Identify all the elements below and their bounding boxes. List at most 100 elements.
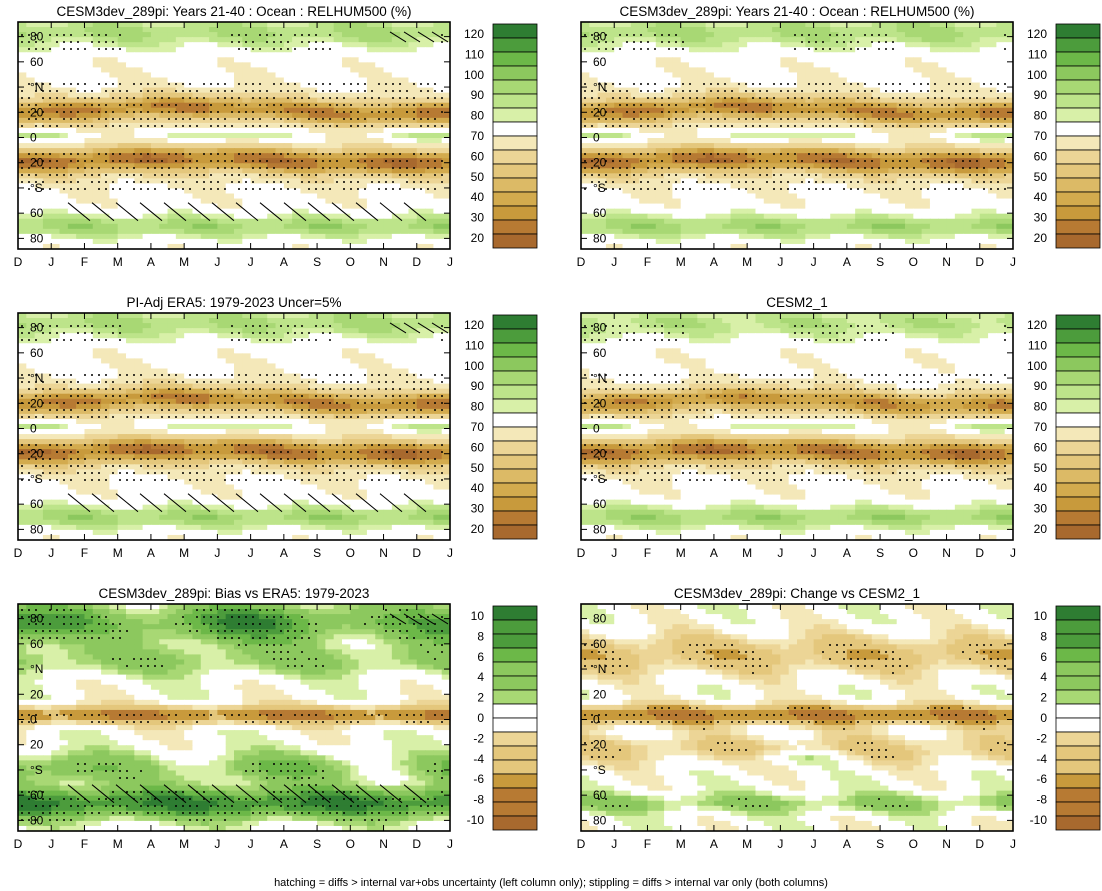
heatmap-cell (805, 72, 815, 79)
heatmap-cell (664, 158, 673, 164)
heatmap-cell (325, 243, 335, 250)
heatmap-cell (647, 178, 657, 185)
heatmap-cell (738, 77, 748, 84)
stipple-dot (329, 167, 331, 169)
heatmap-cell (126, 102, 135, 109)
heatmap-cell (59, 72, 69, 79)
stipple-dot (126, 160, 128, 162)
heatmap-cell (26, 97, 36, 104)
heatmap-cell (134, 52, 144, 58)
heatmap-cell (234, 148, 243, 154)
heatmap-cell (375, 183, 385, 190)
stipple-dot (77, 41, 79, 43)
heatmap-cell (747, 158, 757, 164)
heatmap-cell (225, 243, 235, 250)
heatmap-cell (92, 228, 102, 235)
heatmap-cell (350, 112, 360, 119)
heatmap-cell (267, 223, 277, 230)
heatmap-cell (134, 163, 144, 169)
heatmap-cell (192, 52, 202, 58)
y-tick-label: 0 (30, 131, 37, 145)
stipple-dot (147, 188, 149, 190)
heatmap-cell (929, 52, 939, 58)
heatmap-cell (250, 148, 260, 154)
heatmap-cell (275, 238, 285, 245)
heatmap-cell (639, 52, 649, 58)
heatmap-cell (639, 82, 649, 89)
heatmap-cell (929, 193, 939, 200)
heatmap-cell (383, 188, 393, 195)
heatmap-cell (589, 42, 599, 48)
heatmap-cell (18, 127, 27, 134)
heatmap-cell (84, 178, 94, 185)
heatmap-cell (325, 143, 335, 149)
heatmap-cell (913, 148, 923, 154)
heatmap-cell (18, 213, 27, 220)
heatmap-cell (838, 188, 848, 195)
heatmap-cell (738, 52, 748, 58)
heatmap-cell (42, 112, 52, 119)
heatmap-cell (126, 163, 135, 169)
heatmap-cell (589, 107, 599, 114)
stipple-dot (147, 118, 149, 120)
heatmap-cell (150, 163, 160, 169)
heatmap-cell (871, 168, 881, 174)
heatmap-cell (622, 127, 632, 134)
heatmap-cell (292, 208, 302, 215)
stipple-dot (266, 34, 268, 36)
heatmap-cell (92, 97, 102, 104)
heatmap-cell (167, 243, 177, 250)
heatmap-cell (730, 87, 740, 94)
heatmap-cell (846, 62, 856, 68)
heatmap-cell (400, 148, 410, 154)
heatmap-cell (921, 22, 931, 28)
heatmap-cell (234, 243, 243, 250)
heatmap-cell (738, 62, 748, 68)
heatmap-cell (192, 112, 202, 119)
heatmap-cell (283, 228, 293, 235)
heatmap-cell (67, 168, 77, 174)
heatmap-cell (830, 112, 840, 119)
heatmap-cell (117, 72, 127, 79)
heatmap-cell (84, 238, 94, 245)
heatmap-cell (350, 163, 360, 169)
stipple-dot (189, 174, 191, 176)
heatmap-cell (383, 178, 393, 185)
heatmap-cell (905, 57, 914, 63)
heatmap-cell (713, 173, 723, 179)
heatmap-cell (142, 132, 152, 139)
heatmap-cell (275, 198, 285, 205)
heatmap-cell (26, 57, 36, 63)
heatmap-cell (192, 238, 202, 245)
heatmap-cell (855, 27, 865, 33)
stipple-dot (371, 97, 373, 99)
heatmap-cell (888, 67, 898, 74)
heatmap-cell (117, 122, 127, 129)
heatmap-cell (117, 223, 127, 230)
heatmap-cell (225, 22, 235, 28)
heatmap-cell (905, 97, 914, 104)
stipple-dot (322, 41, 324, 43)
heatmap-cell (946, 183, 956, 190)
heatmap-cell (821, 102, 831, 109)
heatmap-cell (217, 82, 227, 89)
heatmap-cell (630, 57, 640, 63)
heatmap-cell (1004, 143, 1014, 149)
heatmap-cell (988, 122, 997, 129)
heatmap-cell (134, 47, 144, 53)
heatmap-cell (971, 122, 981, 129)
heatmap-cell (622, 72, 632, 79)
heatmap-cell (647, 112, 657, 119)
heatmap-cell (441, 107, 451, 114)
heatmap-cell (383, 52, 393, 58)
heatmap-cell (905, 143, 914, 149)
heatmap-cell (416, 127, 426, 134)
stipple-dot (287, 111, 289, 113)
stipple-dot (280, 90, 282, 92)
heatmap-cell (167, 238, 177, 245)
heatmap-cell (18, 138, 27, 144)
stipple-dot (105, 111, 107, 113)
heatmap-cell (134, 92, 144, 99)
heatmap-cell (325, 138, 335, 144)
stipple-dot (392, 188, 394, 190)
